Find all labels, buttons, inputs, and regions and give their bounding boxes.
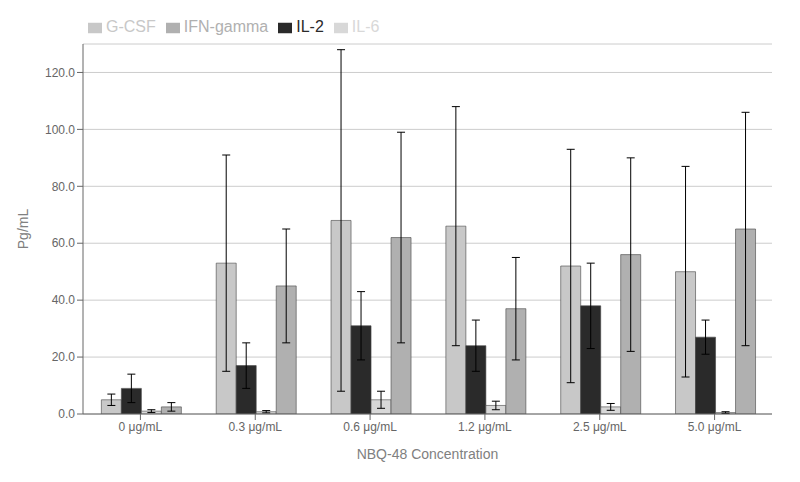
svg-text:120.0: 120.0 [45, 66, 75, 80]
svg-text:60.0: 60.0 [52, 236, 76, 250]
svg-text:0 μg/mL: 0 μg/mL [119, 420, 163, 434]
svg-text:100.0: 100.0 [45, 123, 75, 137]
svg-text:2.5 μg/mL: 2.5 μg/mL [573, 420, 627, 434]
svg-text:0.0: 0.0 [58, 407, 75, 421]
html-text:G-CSF: G-CSF [106, 18, 156, 35]
svg-text:5.0 μg/mL: 5.0 μg/mL [688, 420, 742, 434]
svg-text:0.3 μg/mL: 0.3 μg/mL [228, 420, 282, 434]
svg-text:NBQ-48 Concentration: NBQ-48 Concentration [357, 446, 499, 462]
svg-text:0.6 μg/mL: 0.6 μg/mL [343, 420, 397, 434]
svg-text:1.2 μg/mL: 1.2 μg/mL [458, 420, 512, 434]
svg-text:Pg/mL: Pg/mL [15, 209, 31, 250]
html-text:IFN-gamma: IFN-gamma [183, 18, 269, 35]
svg-text:20.0: 20.0 [52, 350, 76, 364]
html-text:IL-6: IL-6 [351, 18, 380, 35]
svg-text:40.0: 40.0 [52, 293, 76, 307]
html-text:IL-2: IL-2 [296, 18, 324, 35]
svg-text:80.0: 80.0 [52, 180, 76, 194]
